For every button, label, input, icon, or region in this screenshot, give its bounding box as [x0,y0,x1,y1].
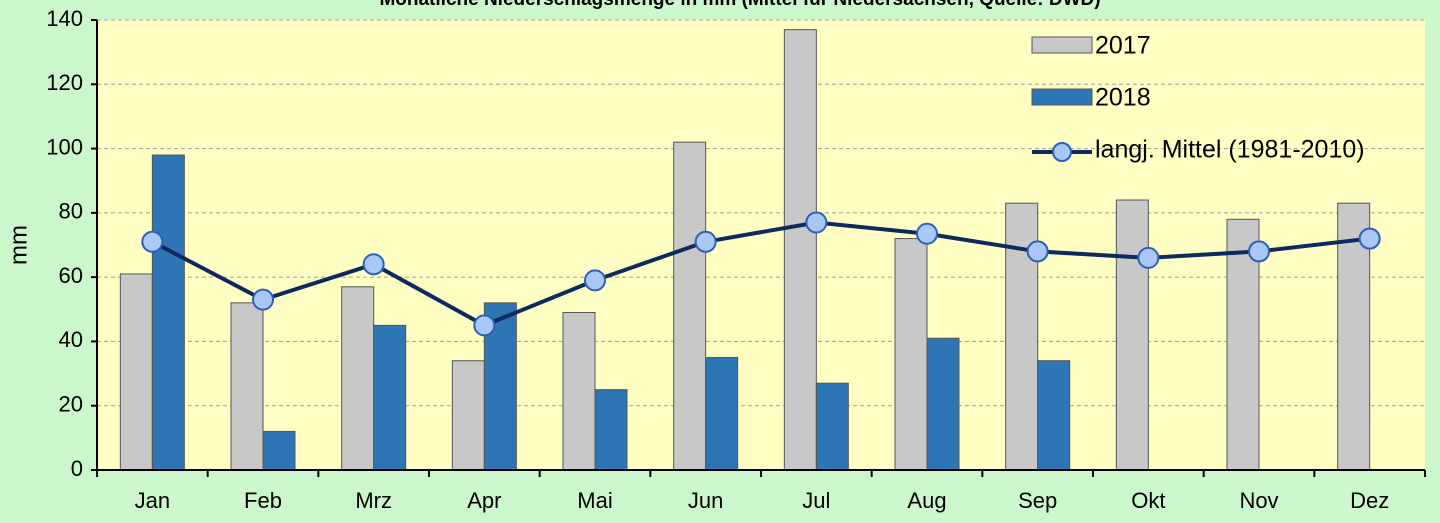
bar [705,357,739,471]
legend-label: langj. Mittel (1981-2010) [1095,136,1365,164]
bar [815,382,849,471]
marker [805,211,828,234]
bar [341,286,375,471]
marker [694,230,717,253]
bar [1226,218,1260,471]
bar [926,337,960,471]
marker [916,222,938,245]
bar [451,360,485,471]
y-tick-label: 80 [59,199,83,224]
marker [1358,227,1381,250]
bar [262,430,296,471]
marker [473,314,496,337]
marker [584,269,606,292]
y-tick-label: 60 [59,263,83,288]
y-axis-label: mm [5,225,32,265]
bar [151,154,185,471]
bar [594,389,628,471]
y-tick-label: 100 [46,134,83,159]
y-tick-label: 40 [59,327,83,352]
bar [894,238,928,471]
y-tick-label: 120 [46,70,83,95]
x-tick-label: Mrz [355,488,392,513]
x-tick-label: Aug [907,488,946,513]
bar [230,302,264,471]
x-tick-label: Jun [688,488,723,513]
plot-area [97,20,1425,470]
marker [1248,240,1270,263]
legend-swatch [1031,88,1093,106]
bar [673,141,707,471]
marker [252,288,274,311]
x-tick-label: Apr [467,488,501,513]
y-tick-label: 20 [59,392,83,417]
x-tick-label: Feb [244,488,282,513]
x-tick-label: Sep [1018,488,1057,513]
legend-marker [1052,142,1072,162]
x-tick-label: Jul [802,488,830,513]
marker [1026,240,1049,263]
legend-swatch [1031,36,1093,54]
marker [141,230,164,253]
line [151,220,1370,328]
marker [1137,246,1160,269]
bar [562,312,596,471]
y-tick-label: 140 [46,6,83,31]
chart-title: Monatliche Niederschlagsmenge in mm (Mit… [379,0,1100,10]
bar [783,29,817,471]
bar [1115,199,1149,471]
x-tick-label: Jan [135,488,170,513]
bar [1037,360,1071,471]
y-tick-label: 0 [71,456,83,481]
legend-label: 2018 [1095,84,1151,112]
x-tick-label: Dez [1350,488,1389,513]
bar [373,324,407,471]
legend-label: 2017 [1095,32,1151,60]
x-tick-label: Okt [1131,488,1165,513]
marker [362,253,385,276]
x-tick-label: Nov [1239,488,1278,513]
x-tick-label: Mai [577,488,612,513]
bar [119,273,153,471]
